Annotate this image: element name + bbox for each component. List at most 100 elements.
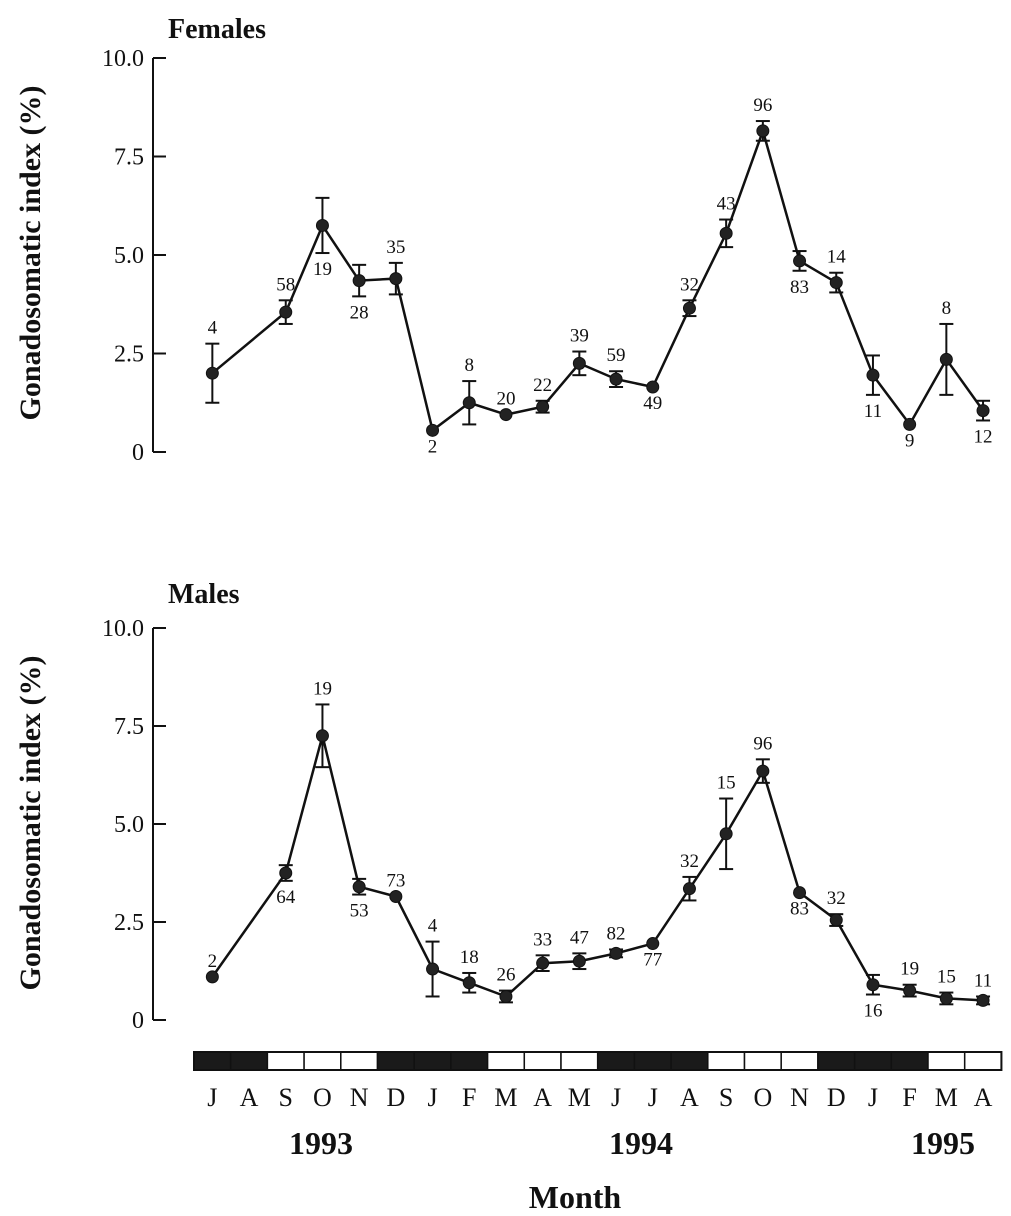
data-point: [793, 886, 807, 900]
month-label: F: [902, 1083, 916, 1112]
data-point: [572, 356, 586, 370]
females-y-axis-label: Gonadosomatic index (%): [14, 85, 47, 420]
sample-size-label: 32: [680, 851, 699, 872]
month-label: J: [868, 1083, 878, 1112]
y-tick-label: 10.0: [102, 616, 144, 642]
photoperiod-bar-segment: [266, 1051, 305, 1071]
data-point: [499, 408, 513, 422]
month-label: F: [462, 1083, 476, 1112]
photoperiod-bar-segment: [340, 1051, 379, 1071]
data-point: [939, 991, 953, 1005]
data-point: [719, 226, 733, 240]
photoperiod-bar-segment: [707, 1051, 746, 1071]
data-point: [462, 976, 476, 990]
month-label: N: [350, 1083, 369, 1112]
photoperiod-bar-segment: [376, 1051, 415, 1071]
month-label: A: [533, 1083, 552, 1112]
month-label: J: [207, 1083, 217, 1112]
y-tick-label: 0: [132, 1008, 144, 1034]
sample-size-label: 43: [717, 194, 736, 215]
photoperiod-bar-segment: [817, 1051, 856, 1071]
sample-size-label: 14: [827, 247, 847, 268]
sample-size-label: 49: [643, 393, 662, 414]
sample-size-label: 15: [937, 967, 956, 988]
month-label: N: [790, 1083, 809, 1112]
photoperiod-bar-frame: [193, 1051, 1003, 1071]
y-tick-label: 5.0: [114, 812, 144, 838]
data-point: [866, 978, 880, 992]
data-point: [315, 729, 329, 743]
data-point: [646, 937, 660, 951]
females-title: Females: [168, 14, 266, 45]
sample-size-label: 53: [350, 901, 369, 922]
data-point: [903, 984, 917, 998]
sample-size-label: 19: [900, 959, 919, 980]
sample-size-label: 11: [974, 970, 992, 991]
data-point: [352, 880, 366, 894]
month-label: M: [935, 1083, 958, 1112]
series-line: [211, 735, 984, 1002]
photoperiod-bar-segment: [670, 1051, 709, 1071]
sample-size-label: 12: [974, 426, 993, 447]
sample-size-label: 8: [942, 298, 952, 319]
sample-size-label: 58: [276, 274, 295, 295]
month-label: A: [974, 1083, 993, 1112]
month-label: A: [680, 1083, 699, 1112]
data-point: [315, 218, 329, 232]
sample-size-label: 77: [643, 950, 662, 971]
month-label: M: [568, 1083, 591, 1112]
sample-size-label: 19: [313, 678, 332, 699]
month-label: S: [279, 1083, 293, 1112]
data-point: [536, 400, 550, 414]
data-point: [719, 827, 733, 841]
month-label: S: [719, 1083, 733, 1112]
sample-size-label: 32: [680, 274, 699, 295]
data-point: [205, 366, 219, 380]
photoperiod-bar-segment: [450, 1051, 489, 1071]
data-point: [829, 276, 843, 290]
data-point: [279, 866, 293, 880]
sample-size-label: 18: [460, 947, 479, 968]
photoperiod-bar-segment: [523, 1051, 562, 1071]
sample-size-label: 4: [208, 318, 218, 339]
month-label: J: [427, 1083, 437, 1112]
sample-size-label: 28: [350, 302, 369, 323]
data-point: [793, 254, 807, 268]
sample-size-label: 32: [827, 888, 846, 909]
sample-size-label: 22: [533, 375, 552, 396]
photoperiod-bar-segment: [963, 1051, 1003, 1071]
data-point: [352, 274, 366, 288]
sample-size-label: 20: [496, 389, 515, 410]
photoperiod-bar-segment: [927, 1051, 966, 1071]
data-point: [572, 954, 586, 968]
x-axis-label: Month: [529, 1179, 622, 1215]
data-point: [939, 352, 953, 366]
data-point: [903, 417, 917, 431]
photoperiod-bar-segment: [193, 1051, 232, 1071]
photoperiod-bar-segment: [633, 1051, 672, 1071]
data-point: [976, 993, 990, 1007]
photoperiod-bar-segment: [743, 1051, 782, 1071]
females-panel: Females Gonadosomatic index (%) 0 2.5 5.0 7…: [14, 14, 993, 466]
sample-size-label: 11: [864, 401, 882, 422]
y-tick-label: 7.5: [114, 714, 144, 740]
photoperiod-bar-segment: [303, 1051, 342, 1071]
year-label: 1994: [609, 1125, 673, 1161]
sample-size-label: 4: [428, 916, 438, 937]
data-point: [389, 890, 403, 904]
data-point: [976, 404, 990, 418]
data-point: [609, 946, 623, 960]
data-point: [756, 764, 770, 778]
month-label: O: [313, 1083, 332, 1112]
month-label: O: [753, 1083, 772, 1112]
y-tick-label: 2.5: [114, 342, 144, 368]
sample-size-label: 73: [386, 871, 405, 892]
sample-size-label: 82: [607, 923, 626, 944]
photoperiod-bar-segment: [560, 1051, 599, 1071]
sample-size-label: 19: [313, 259, 332, 280]
month-label: J: [648, 1083, 658, 1112]
sample-size-label: 83: [790, 277, 809, 298]
month-label: D: [827, 1083, 846, 1112]
